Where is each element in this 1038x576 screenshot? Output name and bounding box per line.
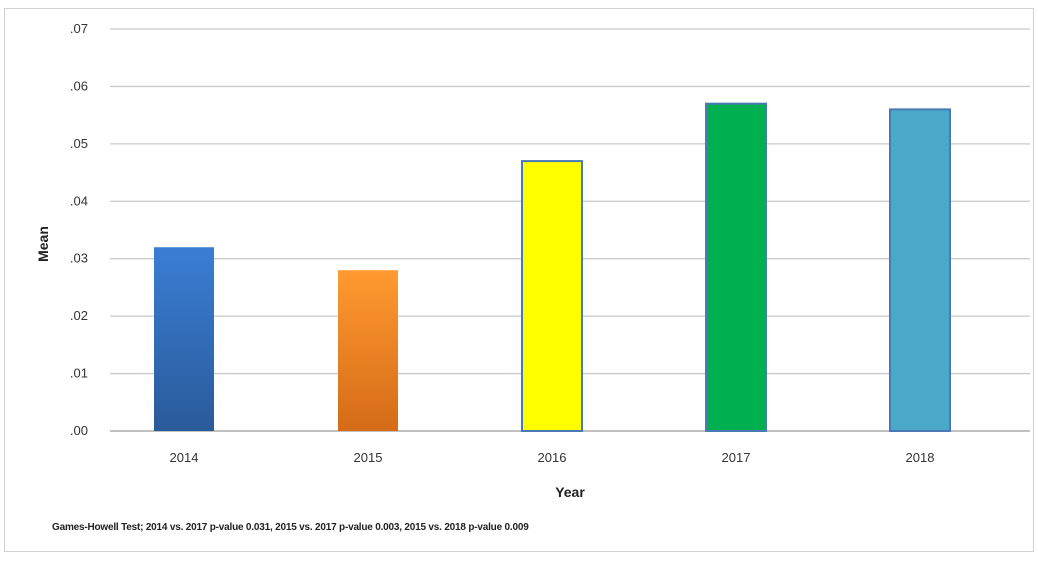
- y-tick-labels: .00 .01 .02 .03 .04 .05 .06 .07: [70, 21, 88, 438]
- x-tick-label: 2018: [906, 450, 935, 465]
- bar-2016: [521, 160, 583, 432]
- bar-2018: [889, 108, 951, 433]
- y-tick-label: .03: [70, 251, 88, 266]
- x-tick-label: 2014: [170, 450, 199, 465]
- y-tick-label: .01: [70, 366, 88, 381]
- x-axis-label: Year: [555, 484, 585, 500]
- y-axis-label: Mean: [35, 226, 51, 262]
- y-tick-label: .02: [70, 308, 88, 323]
- y-tick-label: .00: [70, 423, 88, 438]
- y-tick-label: .07: [70, 21, 88, 36]
- x-tick-label: 2016: [538, 450, 567, 465]
- bar-2014: [154, 247, 214, 431]
- bar-2017: [705, 102, 767, 433]
- x-tick-labels: 2014 2015 2016 2017 2018: [170, 450, 935, 465]
- bars: [154, 102, 951, 433]
- bar-2015: [338, 270, 398, 431]
- x-tick-label: 2015: [354, 450, 383, 465]
- statistical-note: Games-Howell Test; 2014 vs. 2017 p-value…: [52, 522, 529, 533]
- y-tick-label: .06: [70, 78, 88, 93]
- x-tick-label: 2017: [722, 450, 751, 465]
- y-tick-label: .04: [70, 193, 88, 208]
- y-tick-label: .05: [70, 136, 88, 151]
